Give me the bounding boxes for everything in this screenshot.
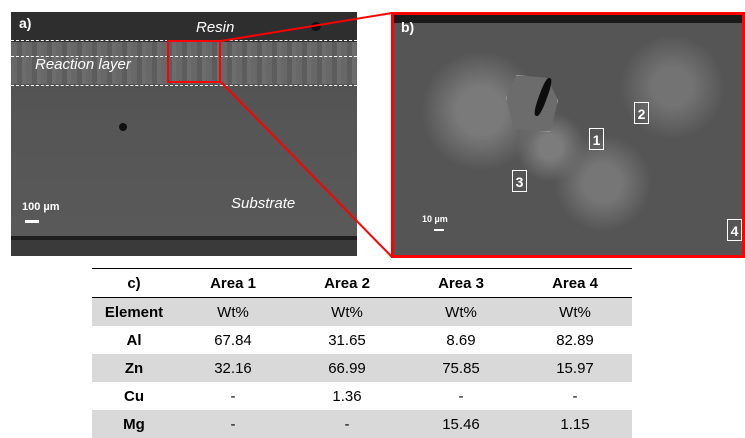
table-corner-label: c) [127, 274, 141, 292]
scale-label-a: 100 µm [22, 201, 60, 213]
dashed-line-bottom [11, 85, 357, 86]
lower-region [11, 240, 357, 256]
table-cell: 32.16 [176, 354, 290, 382]
table-cell: Wt% [404, 297, 518, 326]
table-row: Al 67.84 31.65 8.69 82.89 [92, 326, 632, 354]
table-header-row: c) Area 1 Area 2 Area 3 Area 4 [92, 268, 632, 298]
column-header: Area 2 [324, 274, 370, 292]
column-header: Area 3 [438, 274, 484, 292]
table-cell: Wt% [518, 297, 632, 326]
scale-bar-b [434, 229, 444, 231]
scale-label-b: 10 µm [422, 214, 448, 224]
reaction-layer-region [11, 42, 357, 84]
zoom-region-box [167, 40, 221, 83]
column-header: Area 4 [552, 274, 598, 292]
sem-image-zoomed: b) 1 2 3 4 10 µm [391, 12, 745, 258]
table-row: Element Wt% Wt% Wt% Wt% [92, 297, 632, 326]
table-cell: Wt% [290, 297, 404, 326]
substrate-label: Substrate [231, 195, 296, 212]
panel-b-label: b) [401, 19, 415, 35]
table-row: Zn 32.16 66.99 75.85 15.97 [92, 354, 632, 382]
table-cell: 15.97 [518, 354, 632, 382]
table-cell: 15.46 [404, 410, 518, 438]
column-header: Area 1 [210, 274, 256, 292]
reaction-layer-label: Reaction layer [35, 56, 131, 73]
resin-region [11, 12, 357, 42]
row-label: Element [92, 297, 176, 326]
area-marker-2: 2 [634, 102, 649, 124]
table-cell: 75.85 [404, 354, 518, 382]
scale-bar-a [25, 220, 39, 223]
pore-dot [311, 22, 321, 31]
table-cell: 31.65 [328, 331, 366, 349]
table-row: Mg - - 15.46 1.15 [92, 410, 632, 438]
table-cell: - [176, 410, 290, 438]
top-crack [394, 15, 742, 23]
row-label: Al [126, 331, 142, 349]
table-cell: 66.99 [290, 354, 404, 382]
dashed-line-middle [11, 56, 357, 57]
panel-a-label: a) [19, 15, 32, 31]
pore-dot [119, 123, 127, 131]
area-marker-3: 3 [512, 170, 527, 192]
resin-label: Resin [196, 19, 235, 36]
table-cell: 82.89 [556, 331, 594, 349]
row-label: Cu [124, 387, 144, 405]
row-label: Zn [92, 354, 176, 382]
area-marker-1: 1 [589, 128, 604, 150]
table-cell: 1.15 [518, 410, 632, 438]
table-cell: - [290, 410, 404, 438]
table-cell: 1.36 [332, 387, 362, 405]
table-cell: 67.84 [214, 331, 252, 349]
table-cell: - [458, 387, 464, 405]
bottom-crack [11, 236, 357, 240]
row-label: Mg [92, 410, 176, 438]
table-cell: 8.69 [446, 331, 476, 349]
area-marker-4: 4 [727, 219, 742, 241]
table-cell: - [230, 387, 236, 405]
table-row: Cu - 1.36 - - [92, 382, 632, 410]
table-cell: - [572, 387, 578, 405]
composition-table: c) Area 1 Area 2 Area 3 Area 4 Element W… [92, 268, 632, 438]
table-cell: Wt% [176, 297, 290, 326]
